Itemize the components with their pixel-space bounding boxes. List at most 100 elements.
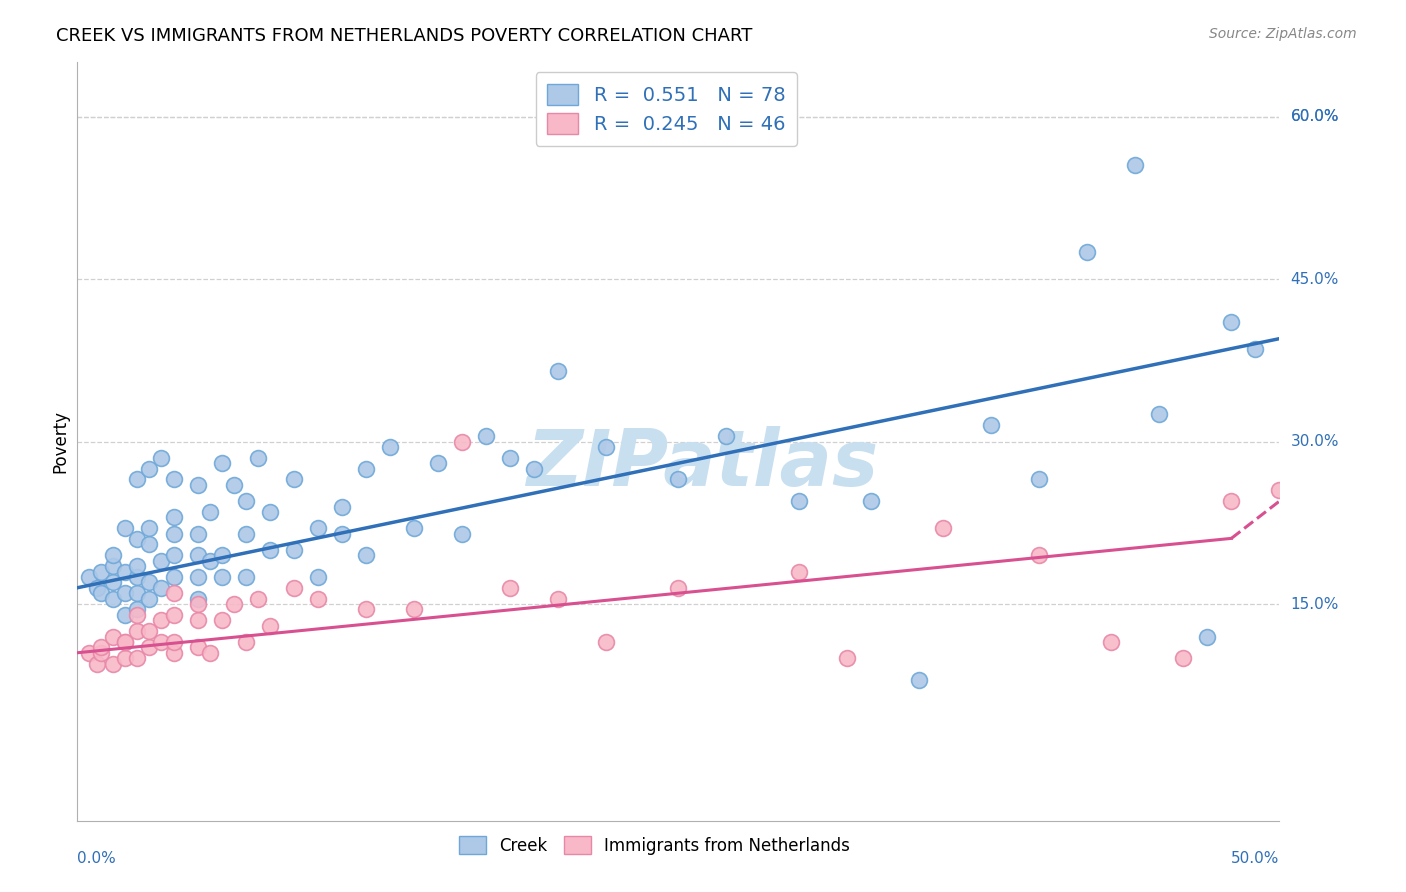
Point <box>86 581 108 595</box>
Point <box>547 591 569 606</box>
Point <box>427 456 450 470</box>
Point <box>127 651 149 665</box>
Point <box>127 473 149 487</box>
Point <box>103 548 125 563</box>
Point <box>354 461 377 475</box>
Point <box>211 570 233 584</box>
Point <box>162 548 184 563</box>
Point <box>198 554 221 568</box>
Point <box>186 591 209 606</box>
Text: 45.0%: 45.0% <box>1291 271 1339 286</box>
Point <box>354 602 377 616</box>
Text: 30.0%: 30.0% <box>1291 434 1339 449</box>
Point <box>103 630 125 644</box>
Point <box>162 635 184 649</box>
Point <box>114 635 136 649</box>
Point <box>1149 408 1171 422</box>
Point <box>198 646 221 660</box>
Point <box>114 565 136 579</box>
Point <box>114 586 136 600</box>
Point <box>211 456 233 470</box>
Point <box>451 526 474 541</box>
Point <box>1268 483 1291 498</box>
Point <box>859 494 882 508</box>
Text: CREEK VS IMMIGRANTS FROM NETHERLANDS POVERTY CORRELATION CHART: CREEK VS IMMIGRANTS FROM NETHERLANDS POV… <box>56 27 752 45</box>
Point <box>330 500 353 514</box>
Point <box>451 434 474 449</box>
Point <box>932 521 955 535</box>
Point <box>90 640 112 655</box>
Point <box>402 602 425 616</box>
Point <box>307 570 329 584</box>
Point <box>1220 494 1243 508</box>
Point <box>259 542 281 557</box>
Point <box>1028 473 1050 487</box>
Point <box>787 565 810 579</box>
Point <box>222 478 245 492</box>
Point <box>499 581 522 595</box>
Y-axis label: Poverty: Poverty <box>51 410 69 473</box>
Point <box>1123 158 1146 172</box>
Point <box>283 581 305 595</box>
Point <box>402 521 425 535</box>
Point <box>1197 630 1219 644</box>
Point <box>523 461 546 475</box>
Point <box>162 473 184 487</box>
Point <box>198 505 221 519</box>
Point <box>595 635 617 649</box>
Point <box>150 554 173 568</box>
Point <box>162 646 184 660</box>
Text: 50.0%: 50.0% <box>1232 851 1279 866</box>
Point <box>162 586 184 600</box>
Point <box>595 440 617 454</box>
Point <box>186 613 209 627</box>
Point <box>127 624 149 639</box>
Point <box>90 586 112 600</box>
Point <box>235 635 257 649</box>
Point <box>668 581 690 595</box>
Point <box>330 526 353 541</box>
Point <box>1028 548 1050 563</box>
Point <box>1099 635 1122 649</box>
Point <box>246 450 269 465</box>
Point <box>211 548 233 563</box>
Point <box>186 548 209 563</box>
Point <box>547 364 569 378</box>
Point <box>103 575 125 590</box>
Point <box>162 526 184 541</box>
Point <box>138 521 160 535</box>
Point <box>235 494 257 508</box>
Point <box>138 624 160 639</box>
Point <box>246 591 269 606</box>
Point <box>103 657 125 671</box>
Point <box>127 602 149 616</box>
Point <box>127 570 149 584</box>
Text: 15.0%: 15.0% <box>1291 597 1339 612</box>
Point <box>162 510 184 524</box>
Point <box>378 440 401 454</box>
Point <box>138 591 160 606</box>
Point <box>186 526 209 541</box>
Point <box>186 597 209 611</box>
Point <box>90 565 112 579</box>
Point <box>127 559 149 574</box>
Point <box>114 635 136 649</box>
Point <box>259 618 281 632</box>
Text: 0.0%: 0.0% <box>77 851 117 866</box>
Text: ZIPatlas: ZIPatlas <box>526 426 879 502</box>
Point <box>307 521 329 535</box>
Point <box>127 586 149 600</box>
Point <box>835 651 858 665</box>
Point <box>222 597 245 611</box>
Text: Source: ZipAtlas.com: Source: ZipAtlas.com <box>1209 27 1357 41</box>
Point <box>787 494 810 508</box>
Point <box>1244 343 1267 357</box>
Point <box>138 537 160 551</box>
Point <box>86 657 108 671</box>
Point <box>114 521 136 535</box>
Point <box>499 450 522 465</box>
Point <box>138 575 160 590</box>
Point <box>186 640 209 655</box>
Point <box>79 646 101 660</box>
Point <box>150 635 173 649</box>
